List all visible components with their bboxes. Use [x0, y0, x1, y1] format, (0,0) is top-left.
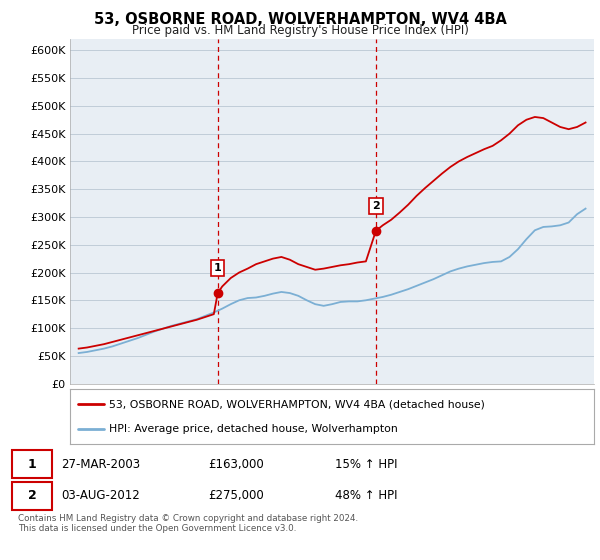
Text: 27-MAR-2003: 27-MAR-2003 — [61, 458, 140, 471]
Text: 2: 2 — [28, 489, 37, 502]
Text: 53, OSBORNE ROAD, WOLVERHAMPTON, WV4 4BA (detached house): 53, OSBORNE ROAD, WOLVERHAMPTON, WV4 4BA… — [109, 399, 485, 409]
Text: 1: 1 — [214, 263, 221, 273]
Text: £275,000: £275,000 — [208, 489, 263, 502]
Text: 1: 1 — [28, 458, 37, 471]
FancyBboxPatch shape — [12, 450, 52, 478]
Text: 03-AUG-2012: 03-AUG-2012 — [61, 489, 140, 502]
Text: Contains HM Land Registry data © Crown copyright and database right 2024.
This d: Contains HM Land Registry data © Crown c… — [18, 514, 358, 534]
Text: 48% ↑ HPI: 48% ↑ HPI — [335, 489, 397, 502]
Text: 53, OSBORNE ROAD, WOLVERHAMPTON, WV4 4BA: 53, OSBORNE ROAD, WOLVERHAMPTON, WV4 4BA — [94, 12, 506, 27]
Text: £163,000: £163,000 — [208, 458, 263, 471]
FancyBboxPatch shape — [12, 482, 52, 510]
Text: Price paid vs. HM Land Registry's House Price Index (HPI): Price paid vs. HM Land Registry's House … — [131, 24, 469, 37]
Text: 15% ↑ HPI: 15% ↑ HPI — [335, 458, 397, 471]
Text: HPI: Average price, detached house, Wolverhampton: HPI: Average price, detached house, Wolv… — [109, 424, 398, 434]
Text: 2: 2 — [372, 201, 380, 211]
